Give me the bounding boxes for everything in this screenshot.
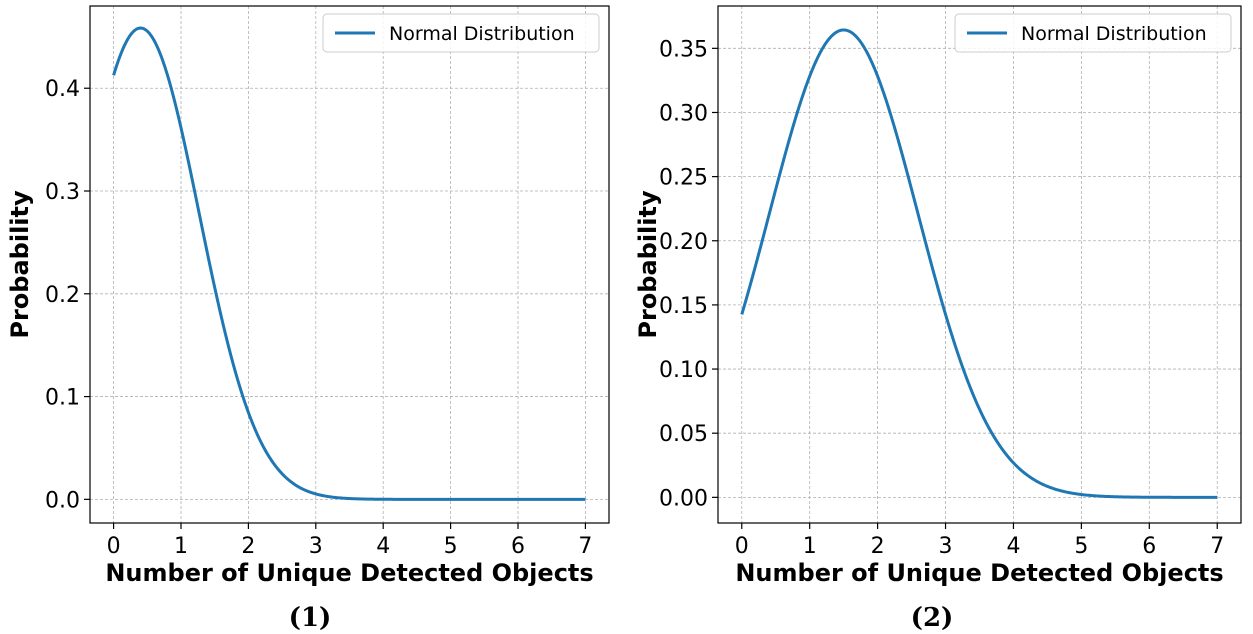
y-tick-label: 0.3 [45, 180, 80, 205]
x-tick-label: 6 [1142, 534, 1156, 559]
plot-frame [89, 5, 610, 524]
x-tick-label: 1 [803, 534, 817, 559]
y-tick-label: 0.05 [659, 422, 708, 447]
y-tick-label: 0.30 [659, 101, 708, 126]
plot-frame [717, 5, 1242, 524]
legend: Normal Distribution [954, 13, 1232, 53]
x-tick-label: 6 [511, 534, 525, 559]
x-tick-label: 4 [1006, 534, 1020, 559]
x-tick-label: 3 [939, 534, 953, 559]
y-tick-label: 0.10 [659, 358, 708, 383]
y-tick-label: 0.1 [45, 386, 80, 411]
x-tick-label: 0 [107, 534, 121, 559]
legend-entry-label: Normal Distribution [1021, 23, 1207, 45]
y-tick-label: 0.4 [45, 77, 80, 102]
y-tick-label: 0.25 [659, 166, 708, 191]
panel-caption: (2) [911, 603, 954, 633]
x-tick-label: 3 [309, 534, 323, 559]
y-tick-label: 0.00 [659, 486, 708, 511]
x-tick-label: 2 [871, 534, 885, 559]
x-tick-label: 5 [1074, 534, 1088, 559]
x-tick-label: 7 [1210, 534, 1224, 559]
x-axis-label: Number of Unique Detected Objects [735, 559, 1223, 587]
x-tick-label: 2 [241, 534, 255, 559]
y-tick-label: 0.20 [659, 230, 708, 255]
y-tick-label: 0.0 [45, 488, 80, 513]
x-tick-label: 4 [376, 534, 390, 559]
series-line-normal-distribution [112, 26, 586, 501]
x-axis-label: Number of Unique Detected Objects [105, 559, 593, 587]
panel-caption: (1) [289, 603, 332, 633]
x-tick-label: 7 [578, 534, 592, 559]
series-line-normal-distribution [740, 28, 1218, 499]
chart-panel-2: 0 1 2 3 4 5 6 7 0.00 0.05 0.10 0.15 0.20 0.25 0.30 0.35… [634, 5, 1242, 633]
y-tick-label: 0.15 [659, 294, 708, 319]
legend-box [954, 13, 1232, 53]
x-tick-label: 0 [735, 534, 749, 559]
legend-box [322, 13, 600, 53]
y-tick-label: 0.35 [659, 37, 708, 62]
x-tick-label: 1 [174, 534, 188, 559]
y-axis-label: Probability [634, 190, 662, 339]
chart-panel-1: 0 1 2 3 4 5 6 7 0.0 0.1 0.2 0.3 0.4 Number of Unique … [6, 5, 610, 633]
legend-entry-label: Normal Distribution [389, 23, 575, 45]
y-tick-label: 0.2 [45, 283, 80, 308]
y-axis-label: Probability [6, 190, 34, 339]
legend: Normal Distribution [322, 13, 600, 53]
x-tick-label: 5 [444, 534, 458, 559]
